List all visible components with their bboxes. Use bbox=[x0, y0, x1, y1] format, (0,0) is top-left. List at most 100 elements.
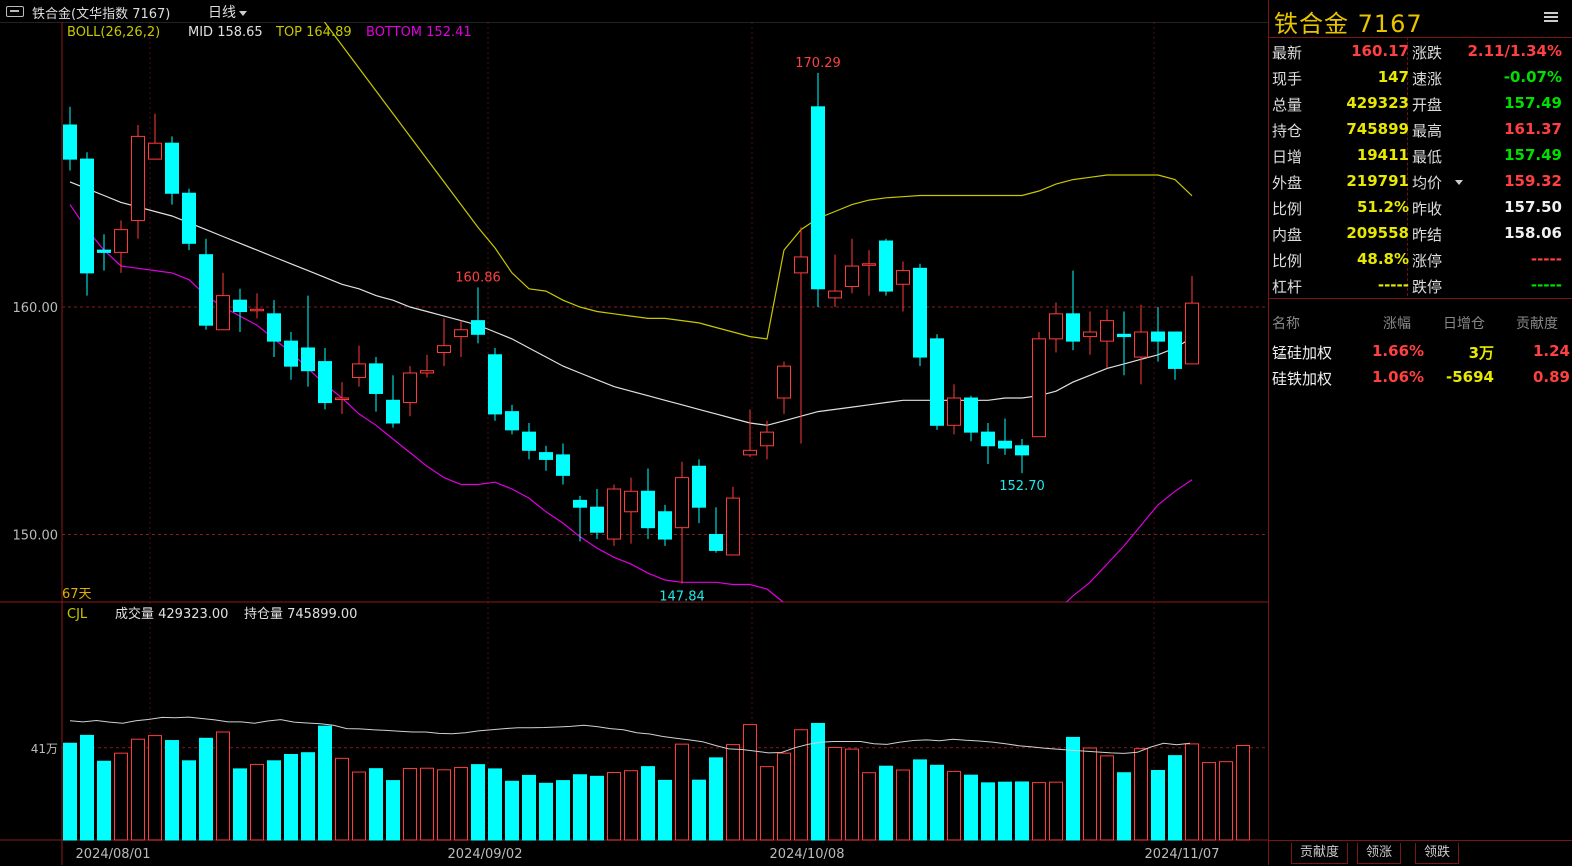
candle-body[interactable] bbox=[80, 158, 94, 274]
candle-body[interactable] bbox=[658, 511, 672, 540]
date-tick-label: 2024/10/08 bbox=[770, 847, 845, 862]
candle-body[interactable] bbox=[998, 440, 1012, 449]
volume-bar bbox=[811, 722, 825, 841]
candle-body[interactable] bbox=[403, 372, 417, 404]
date-tick-label: 2024/08/01 bbox=[76, 847, 151, 862]
menu-icon[interactable] bbox=[1544, 10, 1558, 24]
candle-body[interactable] bbox=[233, 299, 247, 313]
volume-bar bbox=[862, 772, 876, 841]
candle-body[interactable] bbox=[794, 256, 808, 274]
tab-contribution[interactable]: 贡献度 bbox=[1291, 843, 1349, 864]
candle-body[interactable] bbox=[318, 361, 332, 404]
candle-body[interactable] bbox=[369, 363, 383, 394]
candle-body[interactable] bbox=[539, 452, 553, 460]
quote-value: 745899 bbox=[1346, 120, 1409, 138]
candle-body[interactable] bbox=[522, 431, 536, 451]
candle-body[interactable] bbox=[1185, 302, 1199, 365]
candle-body[interactable] bbox=[1032, 338, 1046, 438]
candle-body[interactable] bbox=[284, 340, 298, 367]
quote-label: 涨停 bbox=[1412, 252, 1443, 270]
quote-label: 比例 bbox=[1272, 200, 1303, 218]
candle-body[interactable] bbox=[216, 295, 230, 331]
contrib-value: 1.24 bbox=[1532, 342, 1570, 360]
volume-bar bbox=[1049, 781, 1063, 841]
candle-body[interactable] bbox=[947, 397, 961, 426]
quote-value: ----- bbox=[1377, 276, 1409, 294]
candle-body[interactable] bbox=[624, 490, 638, 513]
candle-body[interactable] bbox=[454, 329, 468, 338]
candle-body[interactable] bbox=[1015, 445, 1029, 456]
candle-body[interactable] bbox=[352, 363, 366, 379]
candle-body[interactable] bbox=[1117, 333, 1131, 338]
candle-body[interactable] bbox=[250, 308, 264, 312]
candle-body[interactable] bbox=[114, 229, 128, 253]
candle-body[interactable] bbox=[777, 365, 791, 399]
candle-body[interactable] bbox=[97, 249, 111, 253]
candle-body[interactable] bbox=[1151, 331, 1165, 342]
candle-body[interactable] bbox=[1168, 331, 1182, 369]
candle-body[interactable] bbox=[420, 370, 434, 374]
quote-label: 最高 bbox=[1412, 122, 1443, 140]
window-icon[interactable] bbox=[6, 6, 24, 17]
period-selector[interactable]: 日线 bbox=[208, 2, 247, 22]
tab-leading-up[interactable]: 领涨 bbox=[1357, 843, 1402, 864]
candle-body[interactable] bbox=[165, 142, 179, 194]
candle-body[interactable] bbox=[845, 265, 859, 288]
candle-body[interactable] bbox=[675, 477, 689, 529]
candle-body[interactable] bbox=[556, 454, 570, 476]
volume-bar bbox=[182, 760, 196, 841]
candle-body[interactable] bbox=[1100, 320, 1114, 342]
candle-body[interactable] bbox=[1049, 313, 1063, 340]
candle-body[interactable] bbox=[981, 431, 995, 447]
candle-body[interactable] bbox=[743, 449, 757, 456]
candle-body[interactable] bbox=[573, 499, 587, 508]
candle-body[interactable] bbox=[590, 506, 604, 533]
boll-top-label: TOP 164.89 bbox=[275, 25, 352, 40]
candle-body[interactable] bbox=[488, 354, 502, 415]
candle-body[interactable] bbox=[692, 465, 706, 508]
candle-body[interactable] bbox=[896, 270, 910, 285]
contrib-row[interactable]: 锰硅加权 1.66% 3万 1.24 bbox=[1269, 339, 1572, 365]
candle-body[interactable] bbox=[828, 290, 842, 299]
candle-body[interactable] bbox=[63, 124, 77, 160]
candle-body[interactable] bbox=[148, 142, 162, 160]
candle-body[interactable] bbox=[811, 106, 825, 290]
volume-bar bbox=[641, 766, 655, 841]
candle-body[interactable] bbox=[471, 320, 485, 335]
candle-body[interactable] bbox=[913, 267, 927, 358]
candle-body[interactable] bbox=[301, 347, 315, 372]
candle-body[interactable] bbox=[879, 240, 893, 292]
caret-down-icon[interactable] bbox=[1455, 180, 1463, 185]
candle-body[interactable] bbox=[505, 411, 519, 431]
candle-body[interactable] bbox=[862, 263, 876, 266]
candle-body[interactable] bbox=[335, 397, 349, 400]
candle-body[interactable] bbox=[709, 534, 723, 551]
candle-body[interactable] bbox=[930, 338, 944, 426]
candle-body[interactable] bbox=[1066, 313, 1080, 342]
candle-body[interactable] bbox=[964, 397, 978, 433]
volume-bar bbox=[624, 770, 638, 841]
candle-body[interactable] bbox=[1134, 331, 1148, 358]
candle-body[interactable] bbox=[267, 313, 281, 342]
candle-body[interactable] bbox=[199, 254, 213, 326]
contrib-row[interactable]: 硅铁加权 1.06% -5694 0.89 bbox=[1269, 365, 1572, 391]
price-tick-label: 150.00 bbox=[13, 529, 59, 544]
volume-bar bbox=[760, 766, 774, 841]
candle-body[interactable] bbox=[641, 490, 655, 529]
volume-label: 成交量 429323.00 bbox=[115, 606, 228, 622]
quote-panel: 铁合金 7167 最新 160.17 涨跌 2.11/1.34% 现手 147 速涨 -0.0… bbox=[1269, 0, 1572, 865]
volume-bar bbox=[964, 774, 978, 841]
candle-body[interactable] bbox=[726, 497, 740, 556]
candle-body[interactable] bbox=[760, 431, 774, 447]
candle-body[interactable] bbox=[182, 192, 196, 244]
candle-body[interactable] bbox=[131, 135, 145, 222]
candle-body[interactable] bbox=[437, 345, 451, 353]
candle-body[interactable] bbox=[607, 488, 621, 540]
quote-row: 比例 48.8% 涨停 ----- bbox=[1269, 247, 1572, 273]
contrib-name: 硅铁加权 bbox=[1272, 370, 1333, 388]
candle-body[interactable] bbox=[1083, 331, 1097, 338]
kline-chart[interactable]: 160.00 150.00 41万 170.29 160.86 152.70 147.84 B… bbox=[0, 22, 1268, 865]
volume-bar bbox=[284, 754, 298, 841]
candle-body[interactable] bbox=[386, 399, 400, 424]
tab-leading-down[interactable]: 领跌 bbox=[1415, 843, 1460, 864]
